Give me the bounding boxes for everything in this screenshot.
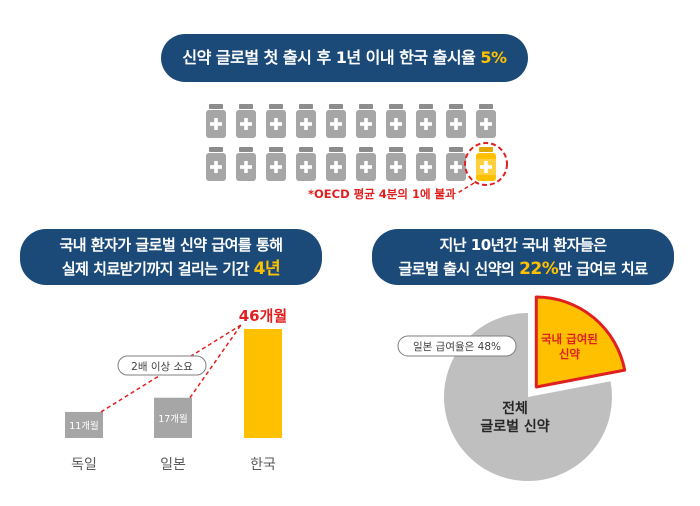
bottle-icon <box>296 147 316 181</box>
headline-right-line1: 지난 10년간 국내 환자들은 <box>439 236 607 254</box>
headline-right-line2a: 글로벌 출시 신약의 <box>398 260 520 278</box>
bottle-icon <box>236 147 256 181</box>
bottle-icon <box>386 147 406 181</box>
bottle-note: *OECD 평균 4분의 1에 불과 <box>308 187 456 201</box>
pie-slice-label-korea-line2: 신약 <box>559 347 581 361</box>
headline-left-line1: 국내 환자가 글로벌 신약 급여를 통해 <box>59 236 283 254</box>
headline-right: 지난 10년간 국내 환자들은 글로벌 출시 신약의 22%만 급여로 치료 <box>372 229 674 285</box>
bottle-icon <box>206 147 226 181</box>
bottle-icon <box>296 104 316 138</box>
pie-slice-korea <box>534 295 627 389</box>
bottle-icon <box>266 104 286 138</box>
bar-value-label: 46개월 <box>239 307 287 325</box>
headline-right-line2b: 만 급여로 치료 <box>558 260 648 278</box>
bar-독일 <box>65 411 103 438</box>
bar-한국 <box>244 329 282 438</box>
bottle-icon <box>356 104 376 138</box>
pie-slice-global <box>444 313 613 481</box>
headline-left-line2-text: 실제 치료받기까지 걸리는 기간 <box>61 260 254 278</box>
highlight-leader <box>455 182 475 195</box>
bottle-icon <box>236 104 256 138</box>
bottle-icon <box>356 147 376 181</box>
bottle-icon <box>446 147 466 181</box>
headline-left-line2: 실제 치료받기까지 걸리는 기간 4년 <box>20 257 322 281</box>
bottle-icon <box>266 147 286 181</box>
comparison-line <box>189 324 242 399</box>
bar-value-label: 17개월 <box>158 413 188 425</box>
headline-top: 신약 글로벌 첫 출시 후 1년 이내 한국 출시율 5% <box>161 34 528 82</box>
bottle-icon <box>416 104 436 138</box>
highlight-circle <box>464 142 508 186</box>
category-label: 독일 <box>71 457 97 473</box>
headline-right-line2: 글로벌 출시 신약의 22%만 급여로 치료 <box>372 257 674 281</box>
pie-slice-label-global: 전체 <box>502 400 528 417</box>
bar-일본 <box>154 397 192 438</box>
bar-value-label: 11개월 <box>69 420 99 432</box>
bottle-icon <box>326 104 346 138</box>
pie-callout-box <box>397 335 517 357</box>
headline-right-highlight: 22% <box>519 259 559 279</box>
bottle-icon <box>206 104 226 138</box>
headline-left-highlight: 4년 <box>253 259 281 279</box>
bottle-icon <box>386 104 406 138</box>
bottle-icon <box>476 104 496 138</box>
bottle-grid <box>206 104 496 181</box>
comparison-line <box>100 324 242 413</box>
annotation-box <box>117 355 207 376</box>
headline-top-text: 신약 글로벌 첫 출시 후 1년 이내 한국 출시율 <box>182 48 481 67</box>
bottle-icon <box>446 104 466 138</box>
category-label: 일본 <box>160 457 186 473</box>
category-label: 한국 <box>250 457 276 473</box>
pie-slice-label-global-line2: 글로벌 신약 <box>480 418 549 435</box>
bottle-icon <box>416 147 436 181</box>
pie-slice-label-korea: 국내 급여된 <box>541 332 598 346</box>
pie-callout-text: 일본 급여율은 48% <box>413 340 501 353</box>
annotation-text: 2배 이상 소요 <box>131 361 193 373</box>
highlighted-bottle-icon <box>476 147 496 181</box>
bottle-icon <box>326 147 346 181</box>
headline-top-highlight: 5% <box>480 48 507 67</box>
headline-left: 국내 환자가 글로벌 신약 급여를 통해 실제 치료받기까지 걸리는 기간 4년 <box>20 229 322 285</box>
